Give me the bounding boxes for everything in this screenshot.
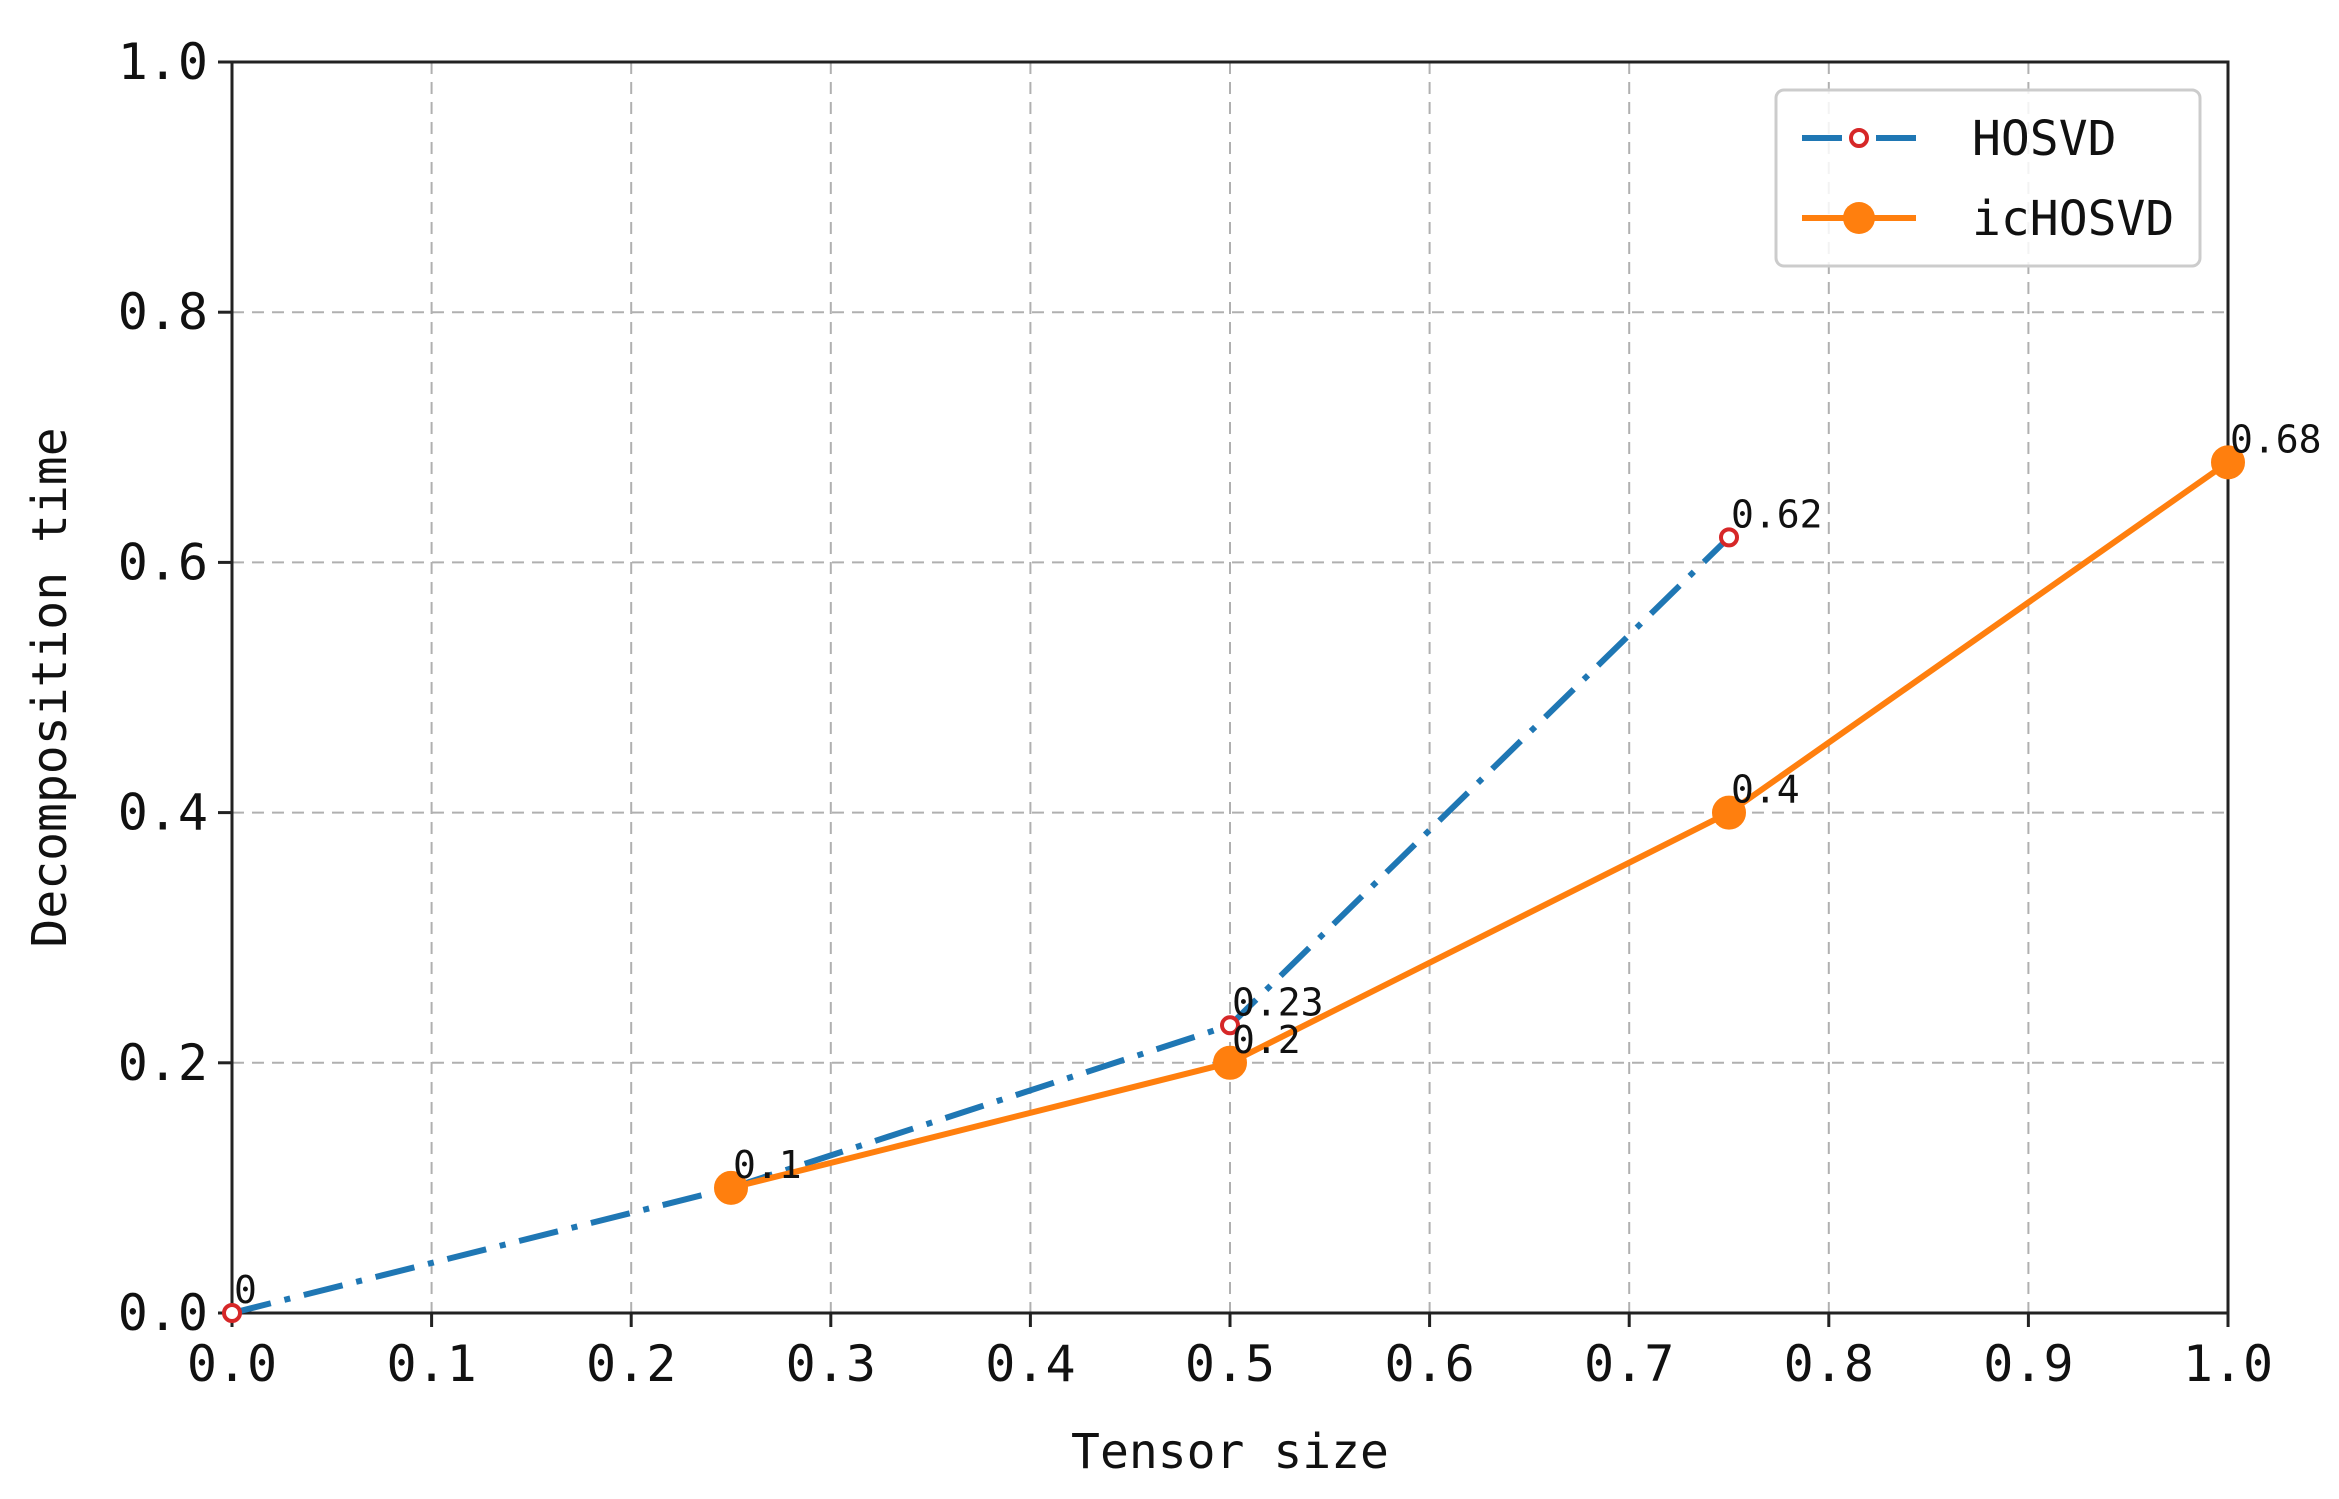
data-label-hosvd: 0.1: [733, 1143, 802, 1187]
x-tick-label: 0.9: [1983, 1335, 2073, 1393]
y-tick-label: 0.0: [118, 1284, 208, 1342]
axis-ticks: 0.0 0.1 0.2 0.3 0.4 0.5 0.6 0.7 0.8 0.9 1.00.00.20…: [118, 33, 2273, 1393]
legend-marker-hosvd: [1849, 128, 1869, 148]
x-tick-label: 0.4: [985, 1335, 1075, 1393]
x-tick-label: 0.5: [1185, 1335, 1275, 1393]
data-label-hosvd: 0.23: [1232, 980, 1324, 1024]
data-point-hosvd: [1719, 527, 1739, 548]
data-label-ichosvd: 0.4: [1731, 768, 1800, 812]
x-tick-label: 0.2: [586, 1335, 676, 1393]
x-tick-label: 0.6: [1384, 1335, 1474, 1393]
data-point-ichosvd: [714, 1170, 748, 1205]
y-tick-label: 0.6: [118, 533, 208, 591]
series: [222, 445, 2245, 1323]
legend-box: [1774, 88, 2202, 268]
grid: [232, 62, 2228, 1313]
x-tick-label: 0.8: [1784, 1335, 1874, 1393]
data-point-ichosvd: [1213, 1045, 1247, 1080]
y-tick-label: 0.2: [118, 1034, 208, 1092]
x-tick-label: 0.3: [786, 1335, 876, 1393]
legend-label-hosvd: HOSVD: [1972, 111, 2117, 167]
y-tick-label: 0.4: [118, 784, 208, 842]
data-point-ichosvd: [2211, 445, 2245, 480]
legend-marker-ichosvd: [1843, 202, 1875, 234]
data-labels: 0 0.1 0.23 0.62 0.2 0.4 0.68: [234, 417, 2322, 1312]
x-tick-label: 0.1: [386, 1335, 476, 1393]
y-axis-title: Decomposition time: [22, 427, 78, 947]
x-tick-label: 1.0: [2183, 1335, 2273, 1393]
data-label-ichosvd: 0.2: [1232, 1018, 1301, 1062]
legend: HOSVD icHOSVD: [1774, 88, 2202, 268]
legend-label-ichosvd: icHOSVD: [1972, 191, 2174, 247]
data-label-hosvd: 0: [234, 1268, 257, 1312]
series-line-ichosvd: [730, 459, 2230, 1191]
data-label-hosvd: 0.62: [1731, 492, 1823, 536]
y-tick-label: 1.0: [118, 33, 208, 91]
x-axis-title: Tensor size: [1071, 1424, 1389, 1480]
x-tick-label: 0.7: [1584, 1335, 1674, 1393]
data-point-hosvd: [1220, 1015, 1240, 1036]
data-label-ichosvd: 0.68: [2230, 417, 2322, 461]
data-point-ichosvd: [1712, 795, 1746, 830]
series-line-hosvd: [231, 535, 1732, 1316]
y-tick-label: 0.8: [118, 283, 208, 341]
x-tick-label: 0.0: [187, 1335, 277, 1393]
data-point-hosvd: [222, 1303, 242, 1323]
